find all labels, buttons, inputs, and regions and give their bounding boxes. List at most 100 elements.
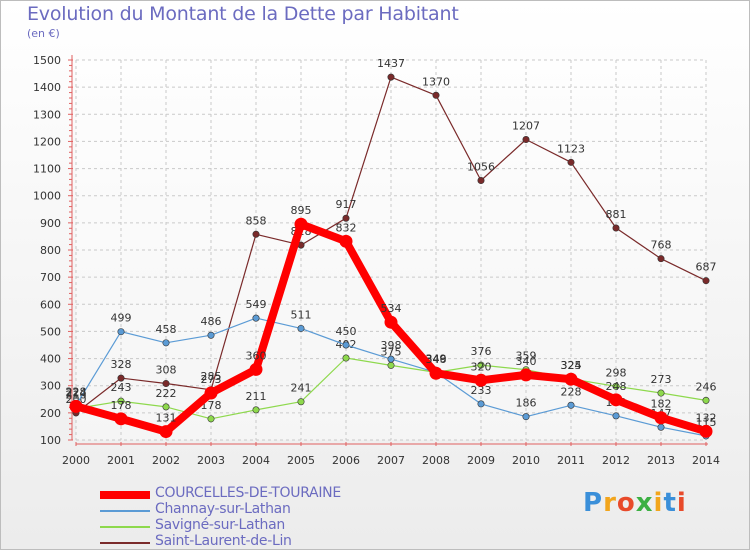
data-point xyxy=(159,425,173,439)
data-point xyxy=(162,339,170,347)
data-label: 243 xyxy=(111,381,132,394)
data-label: 228 xyxy=(561,385,582,398)
data-point xyxy=(612,224,620,232)
data-label: 398 xyxy=(381,339,402,352)
data-label: 132 xyxy=(696,411,717,424)
logo-letter: o xyxy=(616,488,636,518)
data-label: 222 xyxy=(156,387,177,400)
x-tick-label: 2007 xyxy=(377,454,405,467)
data-label: 376 xyxy=(471,345,492,358)
data-point xyxy=(339,234,353,248)
data-point xyxy=(162,403,170,411)
logo-letter: i xyxy=(676,488,687,518)
y-tick-label: 1000 xyxy=(33,190,61,203)
data-label: 328 xyxy=(111,358,132,371)
data-point xyxy=(294,217,308,231)
data-label: 325 xyxy=(561,359,582,372)
logo-letter: r xyxy=(603,488,617,518)
x-tick-label: 2014 xyxy=(692,454,720,467)
data-label: 182 xyxy=(651,398,672,411)
data-label: 228 xyxy=(66,385,87,398)
data-label: 308 xyxy=(156,364,177,377)
y-tick-label: 700 xyxy=(40,271,61,284)
data-label: 917 xyxy=(336,198,357,211)
data-label: 768 xyxy=(651,239,672,252)
chart-subtitle: (en €) xyxy=(27,27,60,40)
data-point xyxy=(702,277,710,285)
data-label: 273 xyxy=(201,373,222,386)
logo-letter: i xyxy=(653,488,664,518)
data-label: 346 xyxy=(426,353,447,366)
y-tick-label: 500 xyxy=(40,325,61,338)
data-label: 131 xyxy=(156,412,177,425)
data-label: 233 xyxy=(471,384,492,397)
data-point xyxy=(567,401,575,409)
data-label: 285 xyxy=(201,370,222,383)
data-point xyxy=(252,406,260,414)
data-label: 320 xyxy=(471,360,492,373)
data-point xyxy=(567,158,575,166)
logo-letter: P xyxy=(583,488,604,518)
data-point xyxy=(162,380,170,388)
data-label: 224 xyxy=(66,386,87,399)
data-label: 340 xyxy=(516,355,537,368)
data-point xyxy=(519,368,533,382)
data-label: 486 xyxy=(201,315,222,328)
data-label: 499 xyxy=(111,312,132,325)
data-label: 895 xyxy=(291,204,312,217)
legend-swatch xyxy=(100,491,150,499)
data-point xyxy=(204,386,218,400)
data-label: 360 xyxy=(246,349,267,362)
x-tick-label: 2000 xyxy=(62,454,90,467)
data-label: 1207 xyxy=(512,120,540,133)
data-point xyxy=(477,361,485,369)
data-point xyxy=(117,328,125,336)
y-tick-label: 900 xyxy=(40,217,61,230)
data-point xyxy=(297,324,305,332)
y-tick-label: 300 xyxy=(40,380,61,393)
data-point xyxy=(297,398,305,406)
data-label: 881 xyxy=(606,208,627,221)
data-label: 186 xyxy=(516,397,537,410)
data-point xyxy=(702,396,710,404)
data-point xyxy=(612,382,620,390)
data-label: 359 xyxy=(516,350,537,363)
data-label: 858 xyxy=(246,214,267,227)
legend-swatch xyxy=(100,510,150,512)
y-tick-label: 1200 xyxy=(33,135,61,148)
data-label: 534 xyxy=(381,302,402,315)
legend-label: Channay-sur-Lathan xyxy=(155,501,291,517)
data-point xyxy=(609,393,623,407)
data-point xyxy=(249,362,263,376)
data-point xyxy=(252,314,260,322)
y-tick-label: 100 xyxy=(40,434,61,447)
y-tick-label: 600 xyxy=(40,298,61,311)
data-label: 298 xyxy=(606,366,627,379)
data-point xyxy=(342,214,350,222)
data-point xyxy=(117,397,125,405)
legend-swatch xyxy=(100,542,150,544)
data-label: 246 xyxy=(696,380,717,393)
legend-swatch xyxy=(100,526,150,528)
data-label: 450 xyxy=(336,325,357,338)
data-point xyxy=(117,374,125,382)
data-point xyxy=(657,389,665,397)
data-label: 1437 xyxy=(377,57,405,70)
legend-item: Saint-Laurent-de-Lin xyxy=(100,533,400,550)
logo-letter: t xyxy=(663,488,677,518)
data-label: 324 xyxy=(561,359,582,372)
data-label: 273 xyxy=(651,373,672,386)
data-point xyxy=(657,255,665,263)
data-label: 687 xyxy=(696,261,717,274)
data-point xyxy=(387,361,395,369)
data-label: 248 xyxy=(606,380,627,393)
x-tick-label: 2013 xyxy=(647,454,675,467)
data-label: 178 xyxy=(111,399,132,412)
x-tick-label: 2006 xyxy=(332,454,360,467)
data-label: 458 xyxy=(156,323,177,336)
data-point xyxy=(207,331,215,339)
x-tick-label: 2005 xyxy=(287,454,315,467)
y-tick-label: 1400 xyxy=(33,81,61,94)
x-tick-label: 2011 xyxy=(557,454,585,467)
data-label: 375 xyxy=(381,345,402,358)
